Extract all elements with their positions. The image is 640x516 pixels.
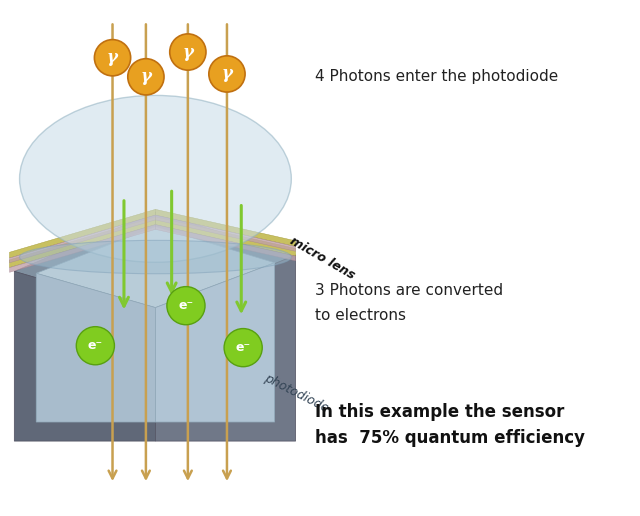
Text: In this example the sensor
has  75% quantum efficiency: In this example the sensor has 75% quant… xyxy=(315,402,585,447)
Text: photodiode: photodiode xyxy=(262,372,331,415)
Text: γ: γ xyxy=(182,43,193,60)
Polygon shape xyxy=(156,263,275,422)
Circle shape xyxy=(76,327,115,365)
Polygon shape xyxy=(14,271,156,441)
Text: e⁻: e⁻ xyxy=(236,341,251,354)
Polygon shape xyxy=(10,209,156,258)
Polygon shape xyxy=(36,273,156,422)
Text: γ: γ xyxy=(107,49,118,66)
Circle shape xyxy=(95,40,131,76)
Text: e⁻: e⁻ xyxy=(179,299,193,312)
Text: 4 Photons enter the photodiode: 4 Photons enter the photodiode xyxy=(315,69,558,84)
Circle shape xyxy=(224,329,262,367)
Polygon shape xyxy=(10,215,156,263)
Text: 3 Photons are converted
to electrons: 3 Photons are converted to electrons xyxy=(315,283,503,322)
Text: γ: γ xyxy=(140,68,152,85)
Polygon shape xyxy=(10,217,156,267)
Ellipse shape xyxy=(20,95,291,262)
Circle shape xyxy=(209,56,245,92)
Polygon shape xyxy=(156,215,296,251)
Text: micro lens: micro lens xyxy=(288,234,358,282)
Polygon shape xyxy=(156,255,296,441)
Circle shape xyxy=(170,34,206,70)
Polygon shape xyxy=(10,224,156,272)
Polygon shape xyxy=(36,227,275,308)
Circle shape xyxy=(128,59,164,95)
Text: γ: γ xyxy=(221,66,232,83)
Polygon shape xyxy=(156,224,296,261)
Text: e⁻: e⁻ xyxy=(88,339,103,352)
Polygon shape xyxy=(156,209,296,247)
Circle shape xyxy=(167,286,205,325)
Polygon shape xyxy=(156,217,296,256)
Ellipse shape xyxy=(20,240,291,273)
Polygon shape xyxy=(14,212,296,312)
